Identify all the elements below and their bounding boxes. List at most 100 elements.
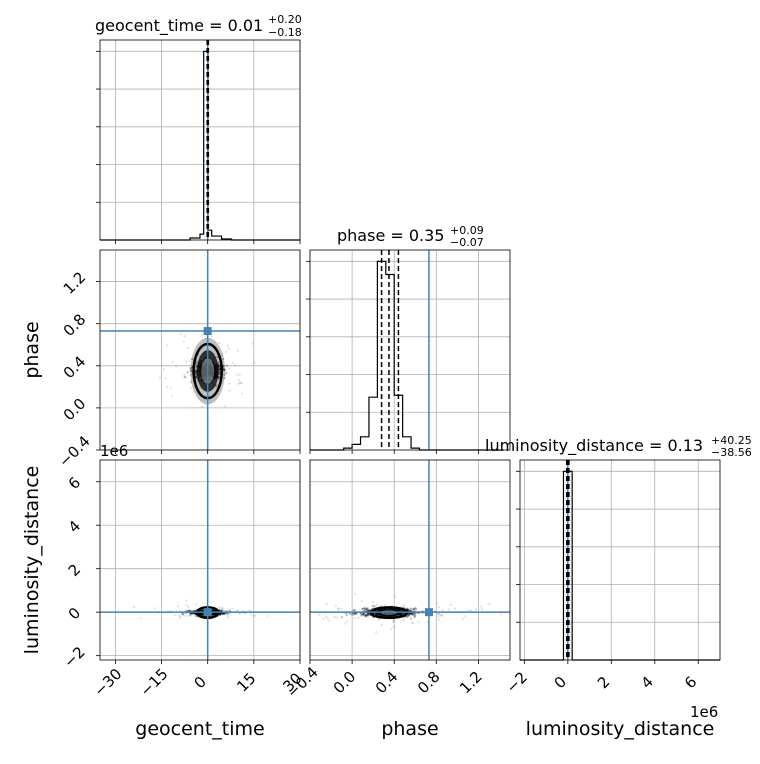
y-tick-label: 0.4 bbox=[60, 352, 90, 382]
sample-point bbox=[480, 607, 483, 611]
sample-point bbox=[218, 377, 221, 380]
panel-frame bbox=[99, 459, 301, 661]
x-tick-label: 1.2 bbox=[456, 668, 486, 698]
x-tick-label: 0 bbox=[190, 673, 209, 692]
sample-point bbox=[223, 612, 226, 616]
sample-point bbox=[183, 375, 186, 379]
sample-point bbox=[487, 603, 491, 606]
sample-point bbox=[324, 615, 328, 618]
sample-point bbox=[364, 614, 367, 617]
sample-point bbox=[192, 612, 195, 616]
sample-point bbox=[200, 333, 204, 336]
sample-point bbox=[190, 373, 193, 377]
sample-point bbox=[219, 608, 222, 611]
sample-point bbox=[228, 389, 231, 392]
sample-point bbox=[426, 620, 429, 624]
sample-point bbox=[249, 613, 253, 616]
sample-point bbox=[334, 604, 338, 607]
sample-point bbox=[364, 615, 367, 618]
sample-point bbox=[469, 609, 473, 612]
sample-point bbox=[352, 609, 355, 612]
sample-point bbox=[189, 368, 193, 371]
sample-point bbox=[179, 333, 182, 336]
sample-point bbox=[353, 617, 356, 620]
sample-point bbox=[219, 613, 222, 616]
sample-point bbox=[371, 604, 374, 608]
sample-point bbox=[221, 609, 224, 612]
sample-point bbox=[357, 616, 360, 619]
sample-point bbox=[226, 616, 230, 619]
sample-point bbox=[181, 612, 184, 615]
sample-point bbox=[184, 376, 188, 379]
sample-point bbox=[335, 616, 338, 619]
sample-point bbox=[239, 381, 242, 384]
sample-point bbox=[139, 616, 142, 619]
sample-point bbox=[362, 607, 365, 610]
sample-point bbox=[353, 608, 356, 612]
sample-point bbox=[171, 395, 174, 398]
sample-point bbox=[221, 353, 224, 356]
truth-marker bbox=[424, 608, 433, 617]
sample-point bbox=[414, 614, 417, 618]
sample-point bbox=[253, 361, 256, 364]
sample-point bbox=[408, 613, 411, 616]
sample-point bbox=[182, 612, 185, 615]
title-luminosity-distance-minus: −38.56 bbox=[711, 446, 752, 459]
xlabel-geocent-time: geocent_time bbox=[135, 718, 264, 740]
sample-point bbox=[371, 605, 375, 608]
sample-point bbox=[394, 595, 397, 598]
sample-point bbox=[407, 614, 411, 617]
title-geocent-time-plus: +0.20 bbox=[268, 13, 302, 26]
x-tick-label: 4 bbox=[638, 673, 657, 692]
y-tick-label: 4 bbox=[65, 517, 84, 536]
sample-point bbox=[340, 616, 344, 619]
sample-point bbox=[364, 608, 367, 611]
sample-point bbox=[185, 599, 188, 602]
sample-point bbox=[196, 380, 199, 383]
sample-point bbox=[218, 605, 221, 609]
sample-point bbox=[352, 613, 356, 616]
sample-point bbox=[239, 381, 242, 384]
sample-point bbox=[366, 614, 369, 617]
sample-point bbox=[415, 609, 418, 612]
sample-point bbox=[294, 616, 296, 618]
sample-point bbox=[216, 355, 219, 359]
panel-frame bbox=[99, 249, 301, 451]
histogram-luminosity-distance bbox=[520, 470, 720, 661]
sample-point bbox=[361, 613, 364, 616]
sample-point bbox=[222, 365, 225, 368]
sample-point bbox=[362, 609, 365, 612]
sample-point bbox=[410, 612, 413, 615]
sample-point bbox=[340, 607, 343, 611]
sample-point bbox=[350, 613, 354, 616]
title-geocent-time-minus: −0.18 bbox=[268, 26, 302, 39]
sample-point bbox=[409, 617, 413, 620]
sample-point bbox=[241, 382, 244, 385]
sample-point bbox=[366, 614, 369, 617]
x-tick-label: −0.4 bbox=[283, 663, 321, 701]
sample-point bbox=[337, 607, 341, 610]
y-tick-label: 6 bbox=[65, 473, 84, 492]
sample-point bbox=[248, 609, 251, 612]
sample-point bbox=[365, 614, 368, 617]
sample-point bbox=[223, 368, 226, 372]
sample-point bbox=[344, 622, 347, 625]
sample-point bbox=[217, 607, 220, 610]
sample-point bbox=[409, 612, 412, 615]
sample-point bbox=[325, 602, 328, 606]
sample-point bbox=[327, 619, 330, 622]
sample-point bbox=[226, 613, 230, 616]
sample-point bbox=[195, 603, 198, 606]
sample-point bbox=[186, 614, 189, 617]
sample-point bbox=[220, 609, 223, 612]
sample-point bbox=[238, 378, 241, 381]
sample-point bbox=[218, 613, 222, 616]
sample-point bbox=[363, 614, 367, 617]
x-tick-label: −2 bbox=[503, 668, 531, 696]
sample-point bbox=[318, 613, 321, 616]
x-tick-label: −15 bbox=[136, 665, 171, 700]
sample-point bbox=[176, 605, 179, 608]
sample-point bbox=[254, 614, 257, 617]
